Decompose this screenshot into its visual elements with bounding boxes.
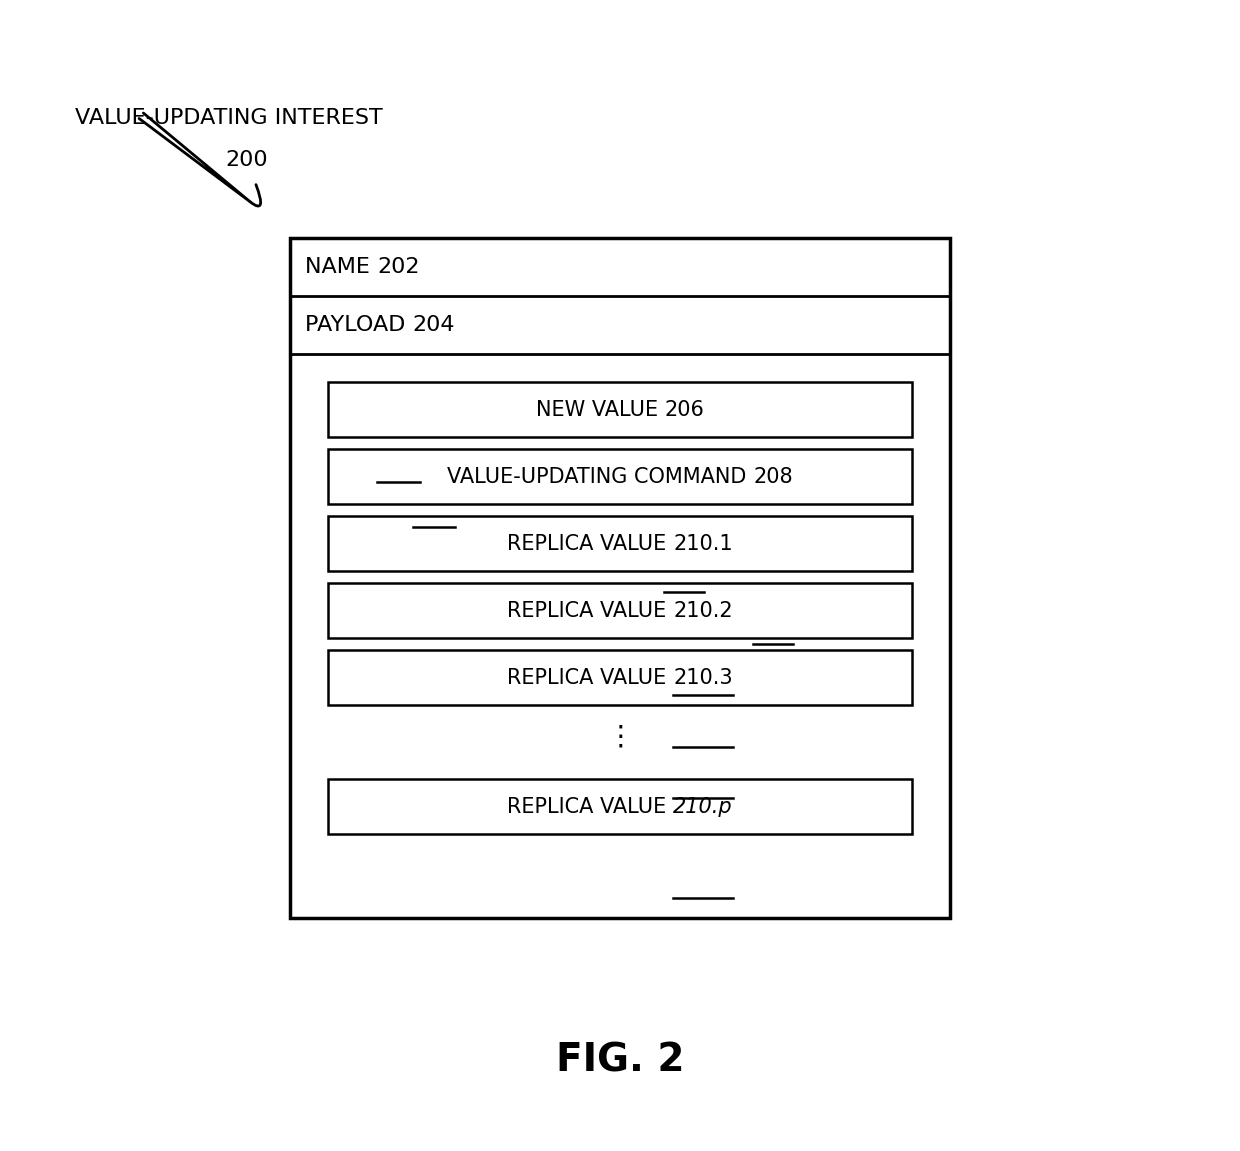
- Text: 206: 206: [665, 399, 704, 419]
- Text: 210.p: 210.p: [673, 796, 733, 816]
- Bar: [329, 584, 911, 638]
- Text: VALUE-UPDATING INTEREST: VALUE-UPDATING INTEREST: [74, 108, 383, 128]
- Text: FIG. 2: FIG. 2: [556, 1041, 684, 1078]
- Text: NEW VALUE: NEW VALUE: [536, 399, 665, 419]
- Text: REPLICA VALUE: REPLICA VALUE: [507, 601, 673, 620]
- Text: 210.3: 210.3: [673, 668, 733, 687]
- Text: 202: 202: [377, 257, 419, 277]
- Text: 210.2: 210.2: [673, 601, 733, 620]
- Text: 200: 200: [224, 150, 268, 170]
- Bar: [329, 516, 911, 571]
- Bar: [329, 449, 911, 504]
- Bar: [329, 650, 911, 706]
- Text: REPLICA VALUE: REPLICA VALUE: [507, 534, 673, 554]
- Bar: [329, 779, 911, 834]
- Text: REPLICA VALUE: REPLICA VALUE: [507, 668, 673, 687]
- Text: NAME: NAME: [305, 257, 377, 277]
- Text: VALUE-UPDATING COMMAND: VALUE-UPDATING COMMAND: [448, 466, 753, 487]
- Text: 208: 208: [753, 466, 792, 487]
- Text: REPLICA VALUE: REPLICA VALUE: [507, 796, 673, 816]
- Bar: [290, 238, 950, 918]
- Text: PAYLOAD: PAYLOAD: [305, 315, 413, 335]
- Text: 204: 204: [413, 315, 455, 335]
- Bar: [329, 382, 911, 437]
- Text: 210.1: 210.1: [673, 534, 733, 554]
- Text: ⋮: ⋮: [606, 723, 634, 750]
